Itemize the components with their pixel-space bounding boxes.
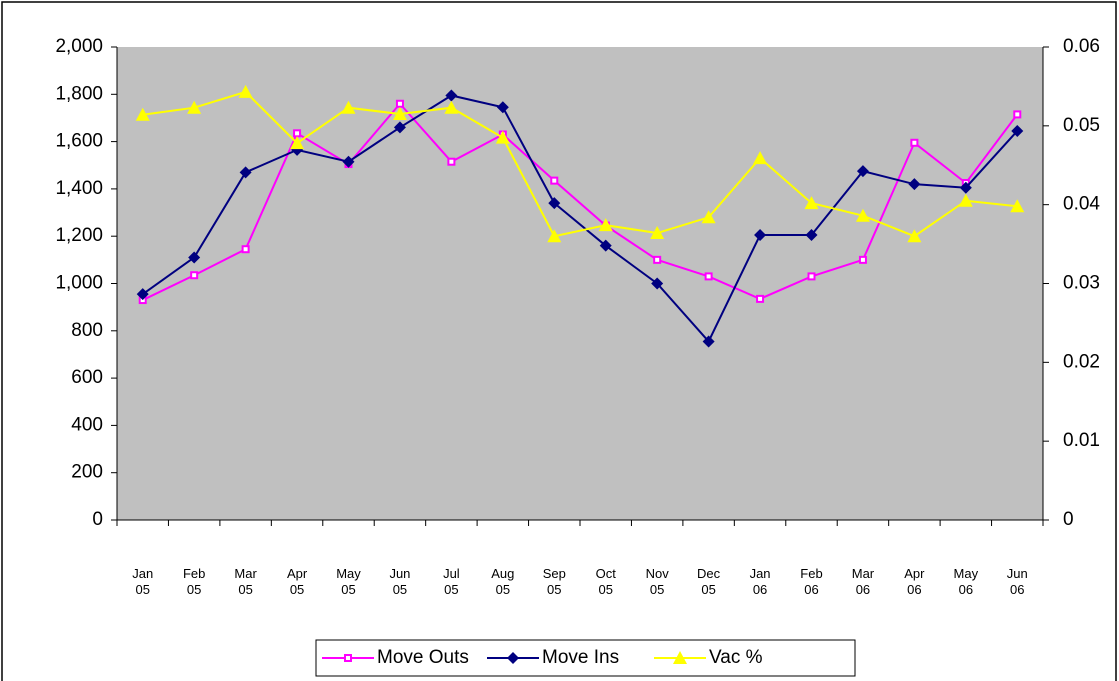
- point: [392, 107, 407, 121]
- point: [804, 196, 819, 210]
- point: [550, 176, 559, 185]
- series-line: [142, 90, 1018, 238]
- x-tick-label: Nov 05: [646, 566, 670, 597]
- point: [342, 155, 355, 168]
- point: [805, 229, 818, 242]
- point: [907, 229, 922, 243]
- point: [547, 229, 562, 243]
- point: [754, 229, 767, 242]
- point: [1011, 124, 1024, 137]
- point: [1010, 199, 1025, 213]
- y2-tick-label: 0.02: [1063, 351, 1100, 372]
- point: [507, 652, 519, 664]
- point: [704, 272, 713, 281]
- x-tick-label: Jun 05: [389, 566, 410, 597]
- point: [241, 245, 250, 254]
- point: [702, 335, 715, 348]
- point: [548, 197, 561, 210]
- y2-tick-label: 0.06: [1063, 36, 1100, 57]
- x-tick-label: Dec 05: [697, 566, 721, 597]
- x-tick-label: Sep 05: [543, 566, 566, 597]
- x-tick-label: Mar 06: [852, 566, 875, 597]
- x-tick-label: Mar 05: [234, 566, 257, 597]
- point: [673, 651, 687, 664]
- legend-label: Move Outs: [377, 647, 469, 668]
- x-tick-label: Apr 05: [287, 566, 308, 597]
- x-tick-label: May 05: [336, 566, 361, 597]
- y2-tick-label: 0.05: [1063, 115, 1100, 136]
- point: [187, 100, 202, 114]
- y-tick-label: 1,600: [55, 131, 103, 152]
- point: [135, 107, 150, 121]
- point: [598, 218, 613, 232]
- point: [293, 129, 302, 138]
- point: [341, 100, 356, 114]
- y-tick-label: 1,200: [55, 225, 103, 246]
- x-tick-label: Feb 06: [800, 566, 822, 597]
- plot-background: [117, 47, 1043, 520]
- y2-tick-label: 0.01: [1063, 430, 1100, 451]
- y2-tick-label: 0: [1063, 509, 1074, 530]
- x-tick-label: May 06: [954, 566, 979, 597]
- point: [496, 101, 509, 114]
- point: [344, 654, 352, 662]
- point: [856, 165, 869, 178]
- point: [1013, 110, 1022, 119]
- point: [858, 255, 867, 264]
- y-tick-label: 1,800: [55, 83, 103, 104]
- point: [908, 178, 921, 191]
- x-tick-label: Jan 05: [132, 566, 153, 597]
- y-tick-label: 1,400: [55, 178, 103, 199]
- point: [650, 226, 665, 240]
- legend-label: Move Ins: [542, 647, 619, 668]
- y-tick-label: 800: [71, 320, 103, 341]
- point: [238, 84, 253, 98]
- x-tick-label: Jul 05: [443, 566, 460, 597]
- point: [190, 271, 199, 280]
- legend: [315, 639, 856, 677]
- point: [136, 288, 149, 301]
- point: [753, 151, 768, 165]
- y-tick-label: 600: [71, 367, 103, 388]
- x-tick-label: Feb 05: [183, 566, 205, 597]
- point: [855, 208, 870, 222]
- series-line: [142, 94, 1019, 344]
- x-tick-label: Jun 06: [1007, 566, 1028, 597]
- point: [393, 121, 406, 134]
- point: [756, 294, 765, 303]
- point: [188, 251, 201, 264]
- point: [910, 138, 919, 147]
- y-tick-label: 2,000: [55, 36, 103, 57]
- y2-tick-label: 0.04: [1063, 194, 1100, 215]
- point: [653, 255, 662, 264]
- y-tick-label: 400: [71, 414, 103, 435]
- point: [701, 210, 716, 224]
- point: [447, 157, 456, 166]
- point: [959, 181, 972, 194]
- point: [444, 100, 459, 114]
- point: [239, 166, 252, 179]
- point: [495, 130, 510, 144]
- y-tick-label: 200: [71, 462, 103, 483]
- point: [599, 239, 612, 252]
- point: [651, 277, 664, 290]
- point: [290, 136, 305, 150]
- point: [958, 193, 973, 207]
- y-tick-label: 0: [92, 509, 103, 530]
- x-tick-label: Aug 05: [491, 566, 514, 597]
- point: [445, 89, 458, 102]
- legend-label: Vac %: [709, 647, 763, 668]
- x-tick-label: Jan 06: [750, 566, 771, 597]
- y-tick-label: 1,000: [55, 273, 103, 294]
- point: [807, 272, 816, 281]
- y2-tick-label: 0.03: [1063, 273, 1100, 294]
- x-tick-label: Oct 05: [596, 566, 617, 597]
- point: [395, 99, 404, 108]
- x-tick-label: Apr 06: [904, 566, 925, 597]
